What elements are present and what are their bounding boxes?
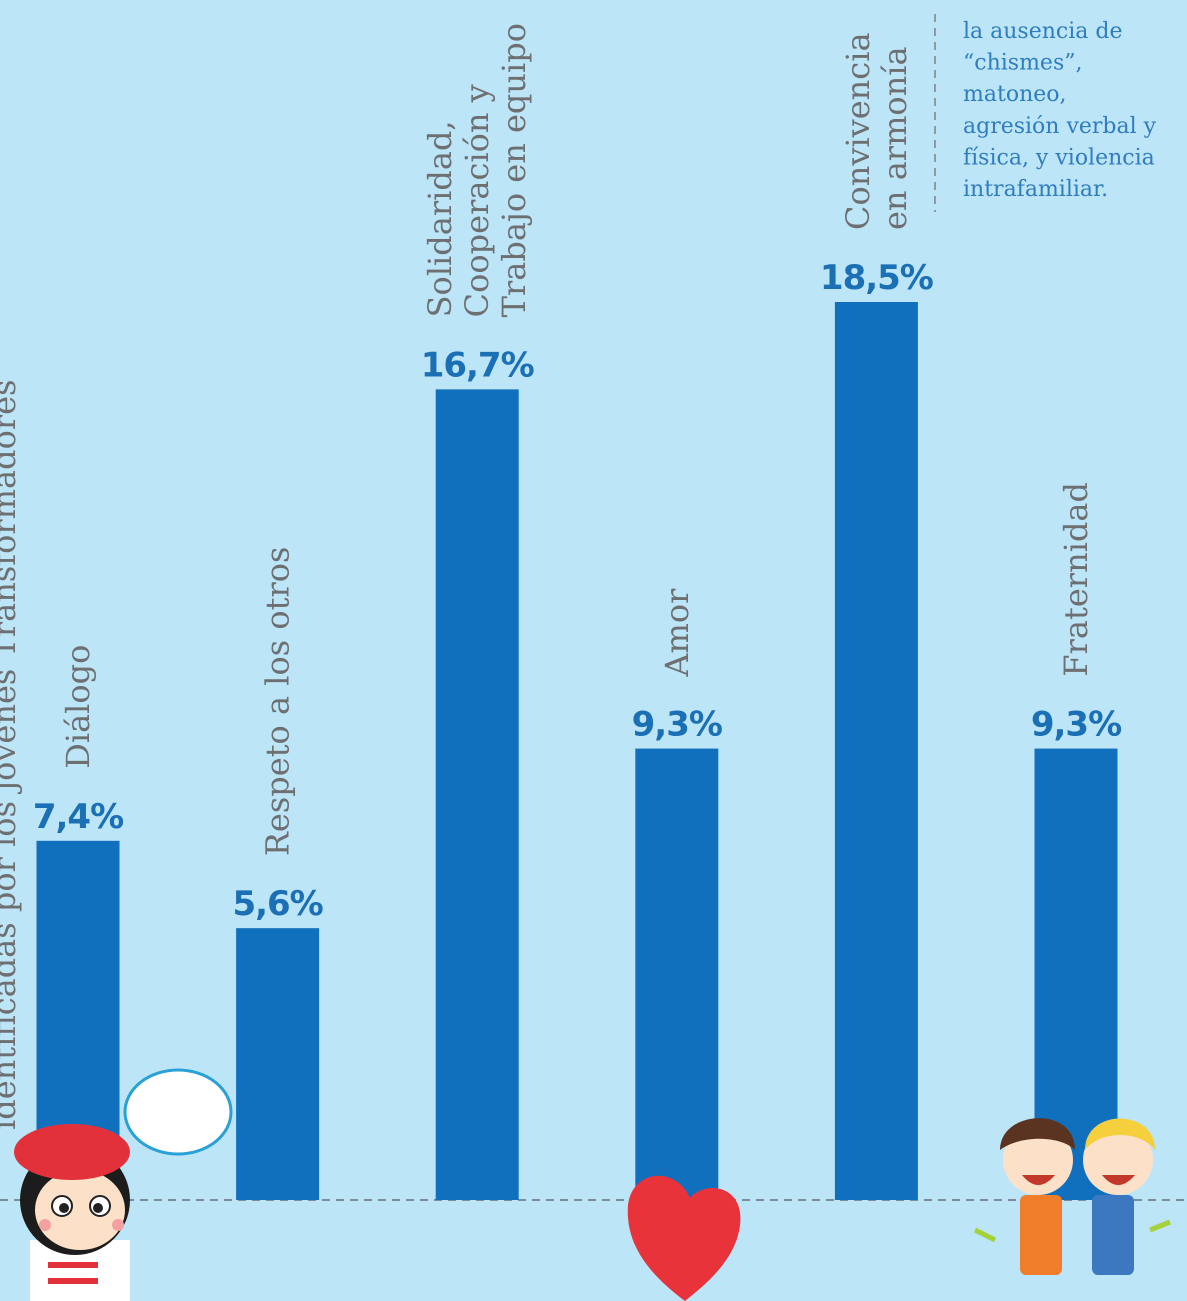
chart: 7,4%Diálogo5,6%Respeto a los otros16,7%S… [0,0,1187,1301]
value-label: 18,5% [820,258,933,298]
category-label: Amor [658,588,696,678]
category-label: Fraternidad [1057,482,1095,677]
value-label: 16,7% [421,345,534,385]
category-label: Convivenciaen armonía [839,32,914,230]
value-label: 9,3% [632,705,722,745]
bar [236,928,319,1200]
value-label: 9,3% [1031,705,1121,745]
side-label: identificadas por los jóvenes Transforma… [0,380,23,1131]
girl-illustration [14,1124,130,1301]
category-label: Diálogo [59,645,97,769]
bar [436,389,519,1200]
category-label: Respeto a los otros [259,547,297,857]
page: 7,4%Diálogo5,6%Respeto a los otros16,7%S… [0,0,1187,1301]
bar [835,302,918,1200]
speech-bubble [125,1070,231,1154]
value-label: 5,6% [232,884,322,924]
value-label: 7,4% [33,797,123,837]
bar [635,749,718,1200]
